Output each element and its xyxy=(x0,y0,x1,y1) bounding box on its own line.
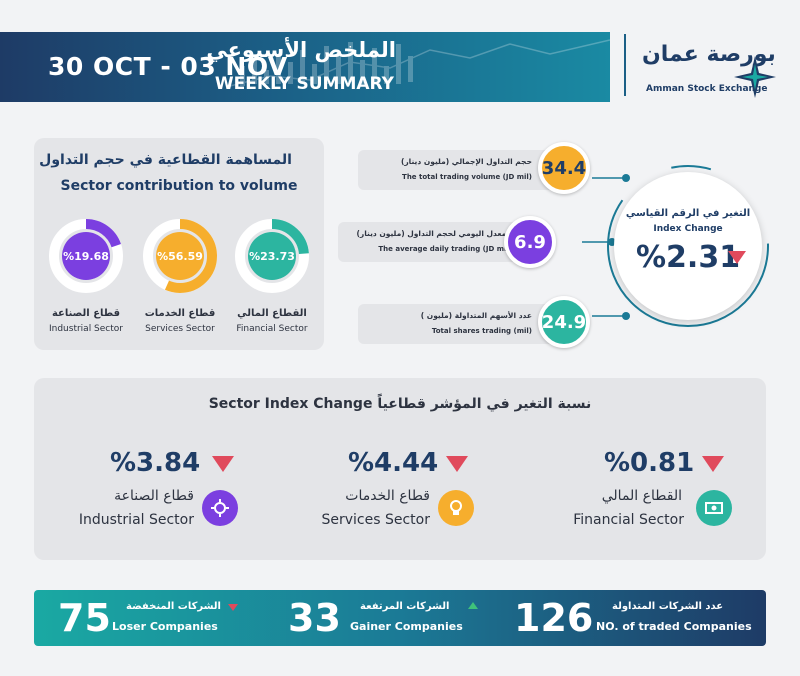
title-arabic: الملخص الأسبوعي xyxy=(206,38,396,62)
gainer-companies-count: 33 xyxy=(288,596,341,640)
donut-value-services: %56.59 xyxy=(157,249,203,263)
stat-label-en: The total trading volume (JD mil) xyxy=(402,173,532,181)
loser-companies-label-ar: الشركات المنخفضة xyxy=(126,601,221,612)
down-arrow-icon xyxy=(728,251,746,264)
donut-financial: %23.73 xyxy=(234,218,310,294)
sector-index-name-en-services: Services Sector xyxy=(321,512,431,528)
down-arrow-icon xyxy=(212,456,234,472)
header-divider xyxy=(624,34,626,96)
sector-index-name-en-industrial: Industrial Sector xyxy=(78,512,194,528)
gear-icon xyxy=(202,490,238,526)
sector-index-change-card: Sector Index Change نسبة التغير في المؤش… xyxy=(34,378,766,560)
traded-companies-count: 126 xyxy=(514,596,594,640)
ase-star-logo-icon xyxy=(734,56,776,98)
donut-value-industrial: %19.68 xyxy=(63,249,109,263)
gainer-companies-label-en: Gainer Companies xyxy=(350,620,463,633)
stat-value-average-daily: 6.9 xyxy=(504,216,556,268)
stat-value-total-shares: 24.9 xyxy=(538,296,590,348)
index-change-ring xyxy=(607,165,769,327)
index-change-circle xyxy=(614,172,762,320)
sector-index-title: Sector Index Change نسبة التغير في المؤش… xyxy=(208,396,592,412)
stat-label-en: Total shares trading (mil) xyxy=(431,327,532,335)
donut-services: %56.59 xyxy=(142,218,218,294)
gainer-companies-label-ar: الشركات المرتفعة xyxy=(360,601,450,612)
stat-total-shares: عدد الأسهم المتداولة (مليون ) Total shar… xyxy=(358,304,568,344)
index-change-label-en: Index Change xyxy=(653,224,723,234)
traded-companies-label-en: NO. of traded Companies xyxy=(596,620,752,633)
contribution-title-english: Sector contribution to volume xyxy=(60,178,298,194)
traded-companies-label-ar: عدد الشركات المتداولة xyxy=(612,601,724,612)
title-english: WEEKLY SUMMARY xyxy=(214,74,394,94)
stat-label-en: The average daily trading (JD mil) xyxy=(378,245,512,253)
up-triangle-icon xyxy=(468,602,478,609)
lightbulb-icon xyxy=(438,490,474,526)
donut-chart-financial xyxy=(235,219,309,293)
donut-label-ar-financial: القطاع المالي xyxy=(237,308,307,319)
stat-label-ar: حجم التداول الإجمالي (مليون دينار) xyxy=(400,157,532,166)
sector-index-name-ar-industrial: قطاع الصناعة xyxy=(114,488,194,504)
sector-contribution-card: المساهمة القطاعية في حجم التداول Sector … xyxy=(34,138,324,350)
stock-chart-background xyxy=(230,39,610,87)
header-band: 30 OCT - 03 NOV الملخص الأسبوعي WEEKLY S… xyxy=(0,32,610,102)
index-change-value: %2.31 xyxy=(636,240,741,275)
sector-index-value-services: %4.44 xyxy=(348,448,439,478)
money-icon xyxy=(696,490,732,526)
donut-chart-services xyxy=(143,219,217,293)
stat-value-total-volume: 34.4 xyxy=(538,142,590,194)
down-arrow-icon xyxy=(446,456,468,472)
sector-index-name-en-financial: Financial Sector xyxy=(573,512,684,528)
logo-english: Amman Stock Exchange xyxy=(646,84,768,94)
donut-industrial: %19.68 xyxy=(48,218,124,294)
sector-index-name-ar-financial: القطاع المالي xyxy=(601,488,682,504)
donut-label-ar-industrial: قطاع الصناعة xyxy=(51,308,121,319)
index-change-label-ar: التغير في الرقم القياسي xyxy=(625,208,751,219)
stat-label-ar: عدد الأسهم المتداولة (مليون ) xyxy=(420,311,532,320)
sector-index-name-ar-services: قطاع الخدمات xyxy=(345,488,430,504)
donut-label-ar-services: قطاع الخدمات xyxy=(144,308,216,319)
donut-label-en-financial: Financial Sector xyxy=(236,324,308,334)
stat-total-volume: حجم التداول الإجمالي (مليون دينار) The t… xyxy=(358,150,568,190)
date-range: 30 OCT - 03 NOV xyxy=(48,52,288,81)
down-arrow-icon xyxy=(702,456,724,472)
donut-label-en-industrial: Industrial Sector xyxy=(48,324,123,334)
stat-label-ar: المعدل اليومي لحجم التداول (مليون دينار) xyxy=(356,229,512,238)
sector-index-value-financial: %0.81 xyxy=(604,448,695,478)
donut-chart-industrial xyxy=(49,219,123,293)
loser-companies-count: 75 xyxy=(58,596,111,640)
loser-companies-label-en: Loser Companies xyxy=(112,620,218,633)
down-triangle-icon xyxy=(228,604,238,611)
header: 30 OCT - 03 NOV الملخص الأسبوعي WEEKLY S… xyxy=(0,30,800,104)
donut-value-financial: %23.73 xyxy=(249,249,295,263)
sector-index-value-industrial: %3.84 xyxy=(110,448,201,478)
donut-label-en-services: Services Sector xyxy=(145,324,215,334)
companies-summary-band: 75 الشركات المنخفضة Loser Companies 33 ا… xyxy=(34,590,766,646)
contribution-title-arabic: المساهمة القطاعية في حجم التداول xyxy=(39,152,292,168)
